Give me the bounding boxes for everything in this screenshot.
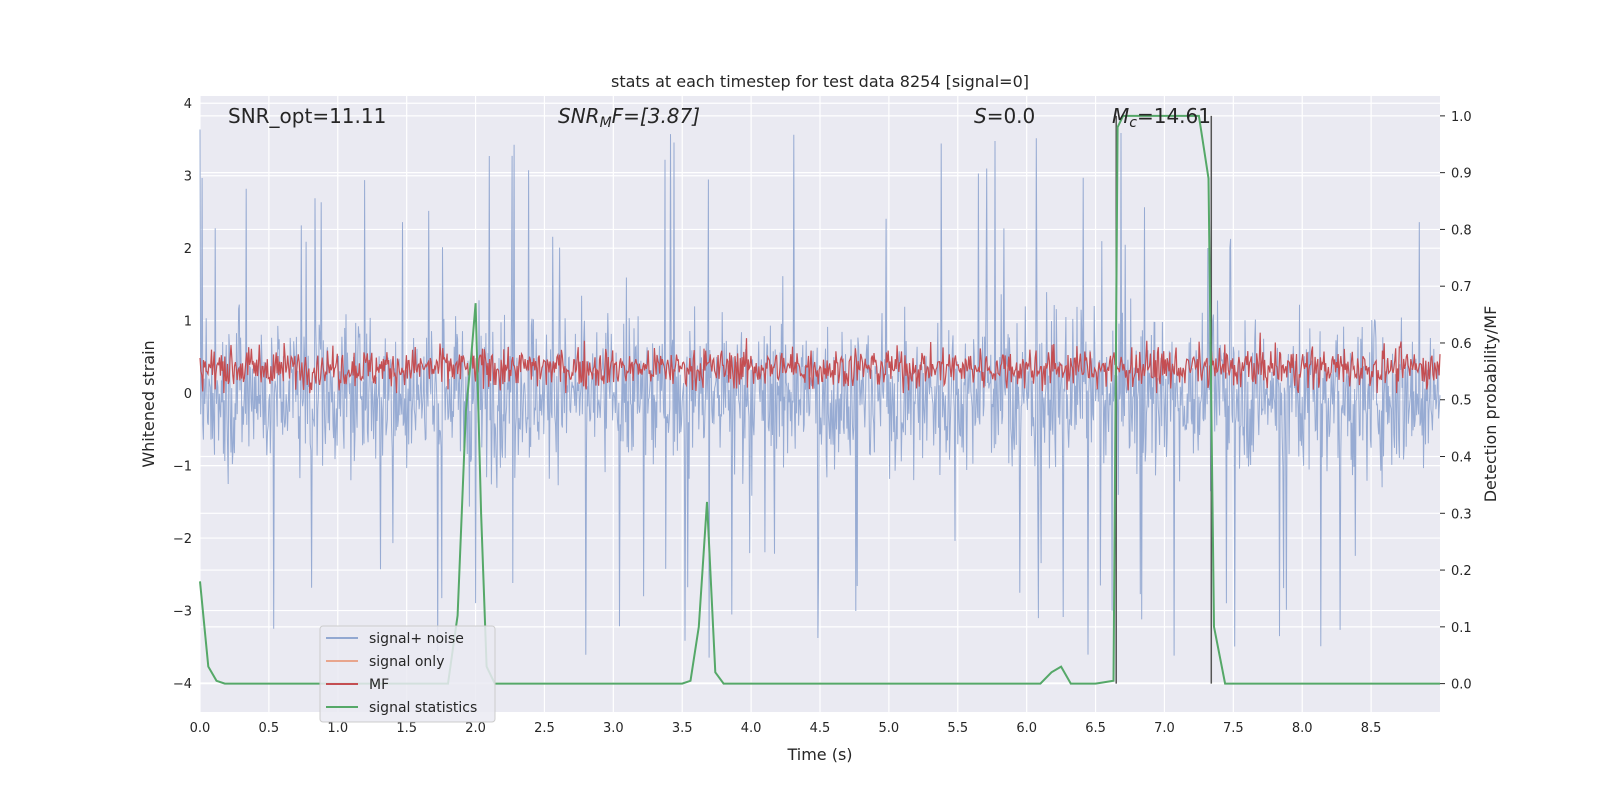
x-tick-labels: 0.0 0.5 1.0 1.5 2.0 2.5 3.0 3.5 4.0 4.5 5.0 5.5 6.0 6… xyxy=(190,721,1382,736)
series-mf xyxy=(199,332,1441,394)
legend-box xyxy=(319,625,496,723)
x-tick-label: 4.5 xyxy=(810,721,831,736)
y-right-tick-label: 0.2 xyxy=(1451,564,1472,579)
y-right-tick-label: 0.1 xyxy=(1451,621,1472,636)
y-left-tick-label: 2 xyxy=(184,242,192,257)
x-tick-label: 3.0 xyxy=(603,721,624,736)
annotation-s-rest: =0.0 xyxy=(987,104,1036,128)
x-tick-label: 7.0 xyxy=(1154,721,1175,736)
annotation-mc-sub: c xyxy=(1129,115,1137,131)
y-right-tick-label: 0.5 xyxy=(1451,394,1472,409)
x-axis-label: Time (s) xyxy=(786,745,852,764)
y-left-tick-label: −3 xyxy=(173,605,192,620)
y-left-tick-label: 0 xyxy=(184,387,192,402)
legend-label-signal-only: signal only xyxy=(369,654,444,670)
y-left-tick-label: −1 xyxy=(173,460,192,475)
legend-label-signal-statistics: signal statistics xyxy=(369,700,477,716)
annotation-snr-mf-base: SNR xyxy=(558,104,600,128)
y-right-tick-label: 0.0 xyxy=(1451,678,1472,693)
y-right-tick-label: 0.7 xyxy=(1451,280,1472,295)
x-tick-label: 2.5 xyxy=(534,721,555,736)
annotation-s-base: S xyxy=(974,104,987,128)
y-right-tick-label: 0.9 xyxy=(1451,167,1472,182)
x-tick-label: 5.5 xyxy=(947,721,968,736)
x-tick-label: 2.0 xyxy=(465,721,486,736)
series-signal-noise xyxy=(199,129,1441,658)
x-tick-label: 1.5 xyxy=(396,721,417,736)
y-left-tick-label: −4 xyxy=(173,677,192,692)
annotation-mc: Mc=14.61 xyxy=(1112,104,1211,131)
annotation-s: S=0.0 xyxy=(974,104,1035,128)
y-left-tick-label: 3 xyxy=(184,170,192,185)
legend: signal+ noise signal only MF signal stat… xyxy=(319,625,496,723)
x-tick-label: 5.0 xyxy=(879,721,900,736)
annotation-mc-rest: =14.61 xyxy=(1137,104,1211,128)
annotation-mc-base: M xyxy=(1112,104,1129,128)
legend-label-signal-noise: signal+ noise xyxy=(369,631,464,647)
y-left-tick-label: 1 xyxy=(184,315,192,330)
y-right-tick-label: 1.0 xyxy=(1451,110,1472,125)
x-tick-label: 7.5 xyxy=(1223,721,1244,736)
annotation-snr-mf-sub: M xyxy=(600,115,612,131)
y-left-tick-label: 4 xyxy=(184,97,192,112)
x-tick-label: 0.5 xyxy=(259,721,280,736)
y-right-tick-label: 0.8 xyxy=(1451,223,1472,238)
y-right-tick-label: 0.3 xyxy=(1451,507,1472,522)
y-right-tick-label: 0.6 xyxy=(1451,337,1472,352)
x-tick-label: 6.5 xyxy=(1085,721,1106,736)
annotation-snr-mf: SNRMF=[3.87] xyxy=(558,104,700,131)
y-axis-label-left: Whitened strain xyxy=(139,340,158,467)
y-right-tick-labels: 1.0 0.9 0.8 0.7 0.6 0.5 0.4 0.3 0.2 0.1 0.0 xyxy=(1440,110,1472,693)
chart-title: stats at each timestep for test data 825… xyxy=(611,72,1029,91)
x-tick-label: 8.0 xyxy=(1292,721,1313,736)
x-tick-label: 6.0 xyxy=(1016,721,1037,736)
annotation-snr-opt: SNR_opt=11.11 xyxy=(228,104,386,128)
x-tick-label: 4.0 xyxy=(741,721,762,736)
y-left-tick-labels: 4 3 2 1 0 −1 −2 −3 −4 xyxy=(173,97,192,692)
y-right-tick-label: 0.4 xyxy=(1451,451,1472,466)
x-tick-label: 0.0 xyxy=(190,721,211,736)
y-axis-label-right: Detection probability/MF xyxy=(1481,306,1500,503)
x-tick-label: 1.0 xyxy=(327,721,348,736)
y-left-tick-label: −2 xyxy=(173,532,192,547)
x-tick-label: 3.5 xyxy=(672,721,693,736)
legend-label-mf: MF xyxy=(369,677,389,693)
annotation-snr-mf-rest: F=[3.87] xyxy=(612,104,700,128)
x-tick-label: 8.5 xyxy=(1361,721,1382,736)
